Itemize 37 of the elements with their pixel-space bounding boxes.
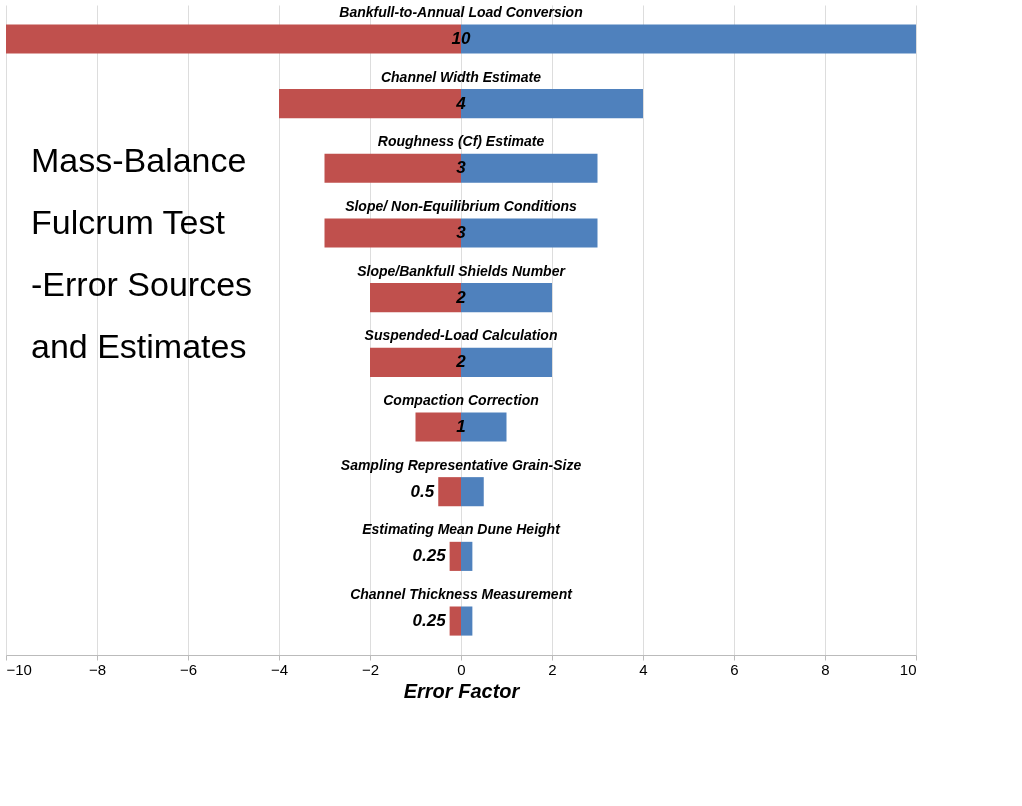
bar	[461, 477, 484, 507]
text: Mass-Balance Fulcrum Test -Error Sources and Estimates	[31, 141, 253, 365]
x-tick-label: 10	[899, 660, 917, 678]
y-tick-label: Slope/ Non-Equilibrium Conditions	[345, 197, 578, 214]
y-tick-label: Estimating Mean Dune Height	[362, 521, 562, 538]
bar	[461, 606, 473, 636]
x-tick-label: 8	[821, 660, 830, 678]
x-tick-label: −4	[270, 660, 289, 678]
y-tick-label: Channel Thickness Measurement	[350, 586, 574, 603]
data-label: 2	[455, 287, 467, 307]
y-tick-label: Sampling Representative Grain-Size	[340, 456, 582, 473]
y-tick-label: Compaction Correction	[383, 392, 539, 409]
y-tick-label: Slope/Bankfull Shields Number	[357, 262, 567, 279]
x-tick-label: 4	[639, 660, 648, 678]
data-label: 0.5	[410, 481, 435, 501]
x-tick-label: 0	[457, 660, 466, 678]
data-label: 0.25	[412, 611, 447, 631]
x-tick-label: 6	[730, 660, 739, 678]
data-label: 0.25	[412, 546, 447, 566]
x-tick-label: −10	[6, 660, 32, 678]
x-tick-label: −8	[88, 660, 107, 678]
y-tick-label: Bankfull-to-Annual Load Conversion	[339, 3, 583, 20]
bar	[438, 477, 461, 507]
data-label: 4	[455, 93, 467, 113]
x-tick-label: −2	[361, 660, 380, 678]
y-tick-label: Channel Width Estimate	[380, 68, 542, 85]
data-label: 2	[455, 352, 467, 372]
x-tick-label: 2	[548, 660, 557, 678]
y-tick-label: Suspended-Load Calculation	[364, 327, 558, 344]
x-tick-label: −6	[179, 660, 198, 678]
y-tick-label: Roughness (Cf) Estimate	[377, 133, 545, 150]
bar	[449, 541, 461, 571]
bar	[461, 541, 473, 571]
data-label: 3	[456, 158, 467, 178]
bar	[449, 606, 461, 636]
x-axis-title: Error Factor	[403, 679, 521, 702]
data-label: 3	[456, 222, 467, 242]
